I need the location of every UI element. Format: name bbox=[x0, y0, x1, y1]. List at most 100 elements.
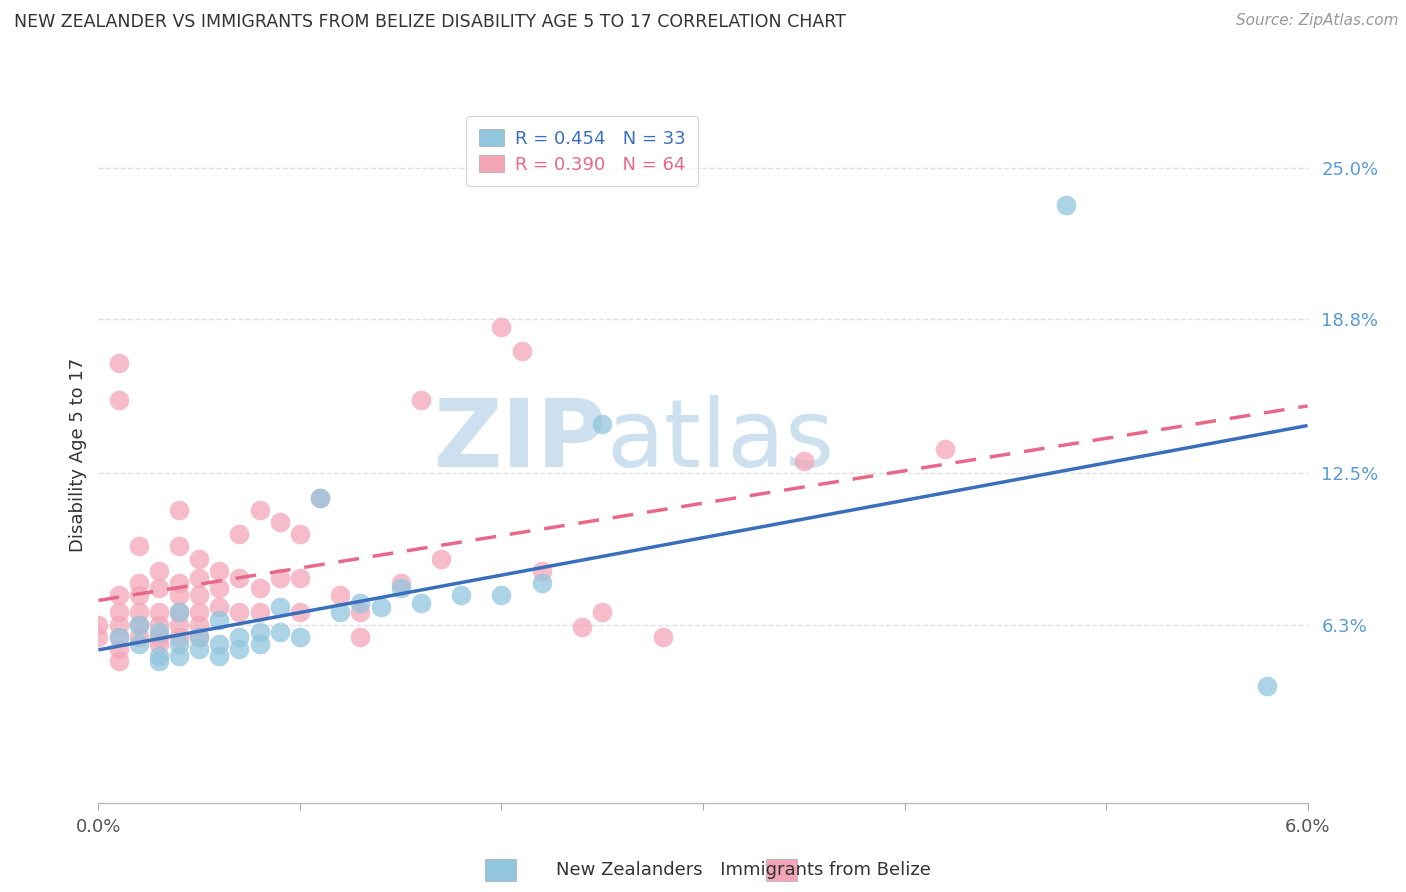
Point bbox=[1054, 197, 1077, 211]
Point bbox=[208, 637, 231, 651]
Point bbox=[349, 606, 371, 620]
Point bbox=[249, 606, 271, 620]
Point bbox=[188, 630, 211, 644]
Point bbox=[167, 576, 190, 591]
Point bbox=[370, 600, 392, 615]
Point bbox=[228, 630, 250, 644]
Point bbox=[87, 630, 110, 644]
Point bbox=[510, 344, 533, 359]
Point bbox=[188, 606, 211, 620]
Point bbox=[167, 630, 190, 644]
Point bbox=[793, 454, 815, 468]
Text: Source: ZipAtlas.com: Source: ZipAtlas.com bbox=[1236, 13, 1399, 29]
Point bbox=[409, 392, 432, 407]
Point bbox=[288, 527, 311, 541]
Point bbox=[228, 527, 250, 541]
Point bbox=[208, 581, 231, 595]
Point bbox=[208, 600, 231, 615]
Point bbox=[148, 617, 170, 632]
Text: Immigrants from Belize: Immigrants from Belize bbox=[703, 861, 931, 879]
Point bbox=[591, 417, 613, 432]
Point bbox=[651, 630, 673, 644]
Point bbox=[389, 581, 412, 595]
Point bbox=[269, 624, 291, 639]
Point bbox=[148, 637, 170, 651]
Point bbox=[389, 576, 412, 591]
Point bbox=[329, 588, 352, 602]
Text: New Zealanders: New Zealanders bbox=[557, 861, 703, 879]
Point bbox=[188, 551, 211, 566]
Text: atlas: atlas bbox=[606, 395, 835, 487]
Point bbox=[349, 596, 371, 610]
Point bbox=[128, 606, 150, 620]
Point bbox=[188, 642, 211, 657]
Point bbox=[148, 630, 170, 644]
Point bbox=[249, 624, 271, 639]
Point bbox=[269, 515, 291, 529]
Point bbox=[188, 617, 211, 632]
Point bbox=[188, 588, 211, 602]
Point bbox=[107, 642, 129, 657]
Point bbox=[148, 606, 170, 620]
Point bbox=[167, 606, 190, 620]
Point bbox=[269, 571, 291, 585]
Text: ZIP: ZIP bbox=[433, 395, 606, 487]
Point bbox=[288, 606, 311, 620]
Point bbox=[249, 503, 271, 517]
Point bbox=[309, 491, 332, 505]
Point bbox=[409, 596, 432, 610]
Point bbox=[167, 606, 190, 620]
Point bbox=[148, 581, 170, 595]
Text: NEW ZEALANDER VS IMMIGRANTS FROM BELIZE DISABILITY AGE 5 TO 17 CORRELATION CHART: NEW ZEALANDER VS IMMIGRANTS FROM BELIZE … bbox=[14, 13, 846, 31]
Point bbox=[128, 637, 150, 651]
Point bbox=[107, 617, 129, 632]
Point bbox=[349, 630, 371, 644]
Point bbox=[167, 540, 190, 554]
Point bbox=[571, 620, 593, 634]
Point bbox=[107, 606, 129, 620]
Point bbox=[107, 654, 129, 668]
Point bbox=[228, 606, 250, 620]
Point bbox=[309, 491, 332, 505]
Point bbox=[167, 588, 190, 602]
Point bbox=[208, 649, 231, 664]
Point bbox=[491, 319, 513, 334]
Point bbox=[128, 540, 150, 554]
Point bbox=[450, 588, 472, 602]
Point bbox=[148, 649, 170, 664]
Point bbox=[188, 630, 211, 644]
Point bbox=[530, 564, 553, 578]
Point bbox=[148, 654, 170, 668]
Point bbox=[107, 630, 129, 644]
Point bbox=[128, 630, 150, 644]
Point bbox=[208, 564, 231, 578]
Point bbox=[148, 564, 170, 578]
Point bbox=[249, 637, 271, 651]
Point bbox=[329, 606, 352, 620]
Point bbox=[430, 551, 453, 566]
Point bbox=[208, 613, 231, 627]
Point bbox=[934, 442, 956, 456]
Point bbox=[167, 637, 190, 651]
Point bbox=[269, 600, 291, 615]
Point bbox=[128, 588, 150, 602]
Point bbox=[228, 642, 250, 657]
Point bbox=[128, 617, 150, 632]
Point bbox=[591, 606, 613, 620]
Point bbox=[288, 571, 311, 585]
Point bbox=[249, 581, 271, 595]
Point bbox=[107, 630, 129, 644]
Point bbox=[491, 588, 513, 602]
Point bbox=[107, 392, 129, 407]
Point bbox=[107, 356, 129, 370]
Point bbox=[87, 617, 110, 632]
Point bbox=[107, 588, 129, 602]
Point bbox=[128, 617, 150, 632]
Point bbox=[128, 576, 150, 591]
Point bbox=[167, 649, 190, 664]
Y-axis label: Disability Age 5 to 17: Disability Age 5 to 17 bbox=[69, 358, 87, 552]
Point bbox=[148, 624, 170, 639]
Point bbox=[530, 576, 553, 591]
Point bbox=[167, 617, 190, 632]
Point bbox=[188, 571, 211, 585]
